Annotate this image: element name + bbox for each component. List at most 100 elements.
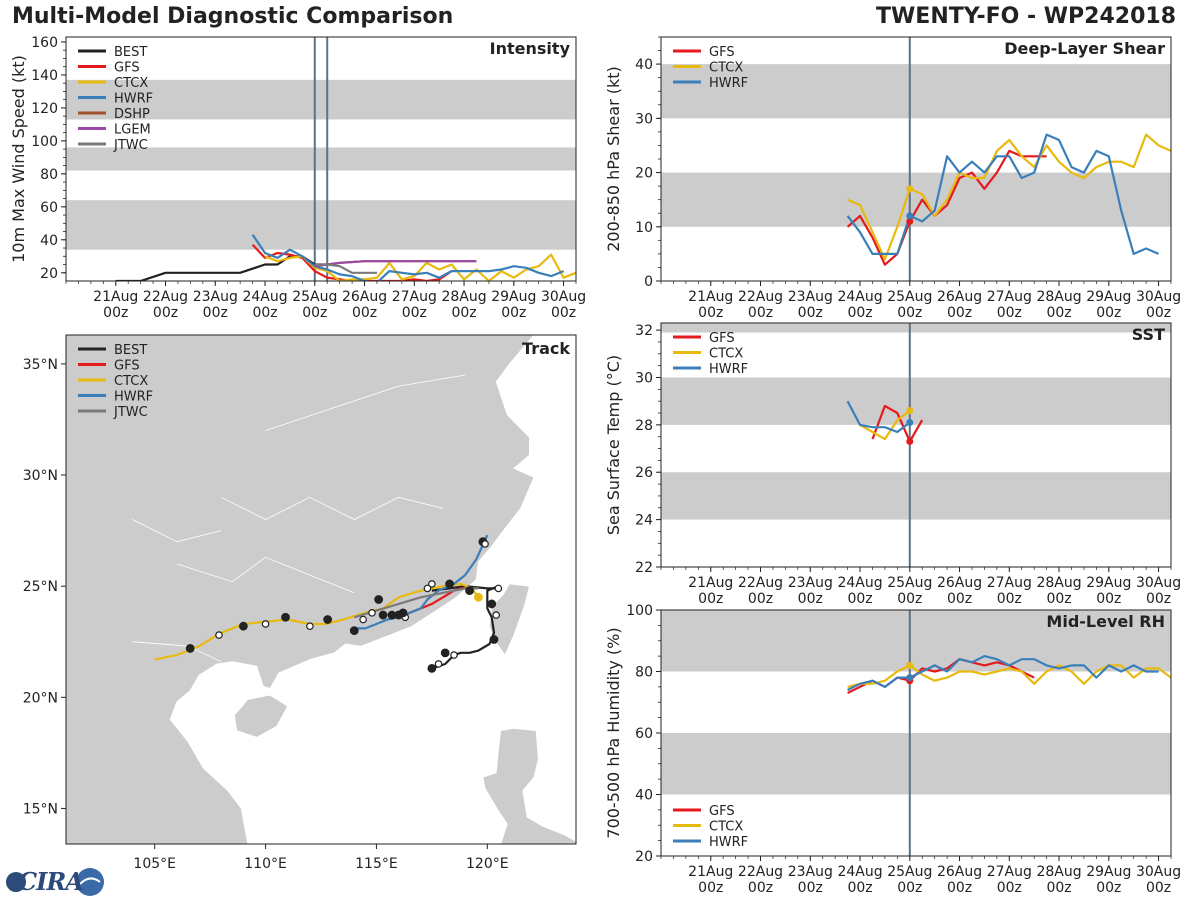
- track-position-marker: [359, 615, 367, 624]
- sst-band: [661, 377, 1171, 425]
- legend-label-ctcx: CTCX: [709, 820, 743, 835]
- figure-title: Multi-Model Diagnostic Comparison: [12, 4, 454, 29]
- x-tick-label: 25Aug: [887, 289, 932, 305]
- track-position-marker: [374, 595, 384, 604]
- y-tick-label: 100: [31, 134, 58, 150]
- island-land: [575, 842, 576, 844]
- x-tick-label: 00z: [1146, 305, 1171, 321]
- x-tick-label: 00z: [947, 591, 972, 607]
- track-position-marker: [487, 599, 497, 609]
- track-jtwc: [353, 587, 479, 619]
- track-position-marker: [450, 651, 458, 659]
- series-hwrf: [846, 400, 911, 434]
- logo-right-globe-icon: [76, 868, 104, 896]
- analysis-marker: [906, 217, 914, 225]
- y-tick-label: 30: [635, 370, 653, 386]
- x-tick-label: 00z: [897, 880, 922, 896]
- shear-band: [661, 64, 1171, 119]
- hainan-land: [234, 694, 289, 738]
- x-tick-label: 24Aug: [837, 575, 882, 591]
- intensity-title: Intensity: [490, 39, 571, 58]
- analysis-marker: [906, 185, 914, 193]
- x-tick-label: 00z: [748, 305, 773, 321]
- x-tick-label: 28Aug: [441, 289, 486, 305]
- x-tick-label: 27Aug: [987, 864, 1032, 880]
- y-tick-label: 80: [635, 665, 653, 681]
- storm-id-title: TWENTY-FO - WP242018: [876, 4, 1176, 29]
- x-tick-label: 00z: [997, 305, 1022, 321]
- rh-series: [847, 654, 1171, 694]
- shear-ylabel: 200-850 hPa Shear (kt): [604, 66, 623, 252]
- shear-panel: 01020304021Aug00z22Aug00z23Aug00z24Aug00…: [604, 36, 1181, 321]
- track-position-marker: [349, 626, 359, 636]
- sst-title: SST: [1132, 325, 1165, 344]
- track-position-marker: [474, 592, 483, 602]
- x-tick-label: 00z: [1146, 880, 1171, 896]
- x-tick-label: 21Aug: [688, 289, 733, 305]
- lat-tick-label: 20°N: [23, 690, 58, 706]
- y-tick-label: 40: [635, 788, 653, 804]
- y-tick-label: 60: [40, 200, 58, 216]
- track-position-marker: [387, 610, 397, 620]
- lat-tick-label: 35°N: [23, 357, 58, 373]
- intensity-ylabel: 10m Max Wind Speed (kt): [9, 55, 28, 263]
- series-hwrf: [847, 654, 1159, 691]
- x-tick-label: 00z: [1046, 880, 1071, 896]
- series-best: [115, 255, 328, 281]
- x-tick-label: 00z: [451, 305, 476, 321]
- x-tick-label: 00z: [997, 591, 1022, 607]
- province-border: [265, 374, 466, 431]
- series-jtwc: [314, 263, 377, 274]
- y-tick-label: 24: [635, 513, 653, 529]
- x-tick-label: 00z: [748, 880, 773, 896]
- sst-frame: [660, 322, 1172, 568]
- province-border: [221, 496, 444, 520]
- x-tick-label: 27Aug: [987, 575, 1032, 591]
- track-position-marker: [440, 648, 450, 658]
- series-hwrf: [251, 234, 565, 281]
- x-tick-label: 00z: [352, 305, 377, 321]
- y-tick-label: 120: [31, 101, 58, 117]
- x-tick-label: 30Aug: [1136, 575, 1181, 591]
- legend-label-ctcx: CTCX: [114, 76, 148, 91]
- sst-band: [661, 323, 1171, 333]
- legend-label-jtwc: JTWC: [113, 138, 148, 153]
- shear-title: Deep-Layer Shear: [1004, 39, 1165, 58]
- map-layer: [66, 335, 576, 844]
- track-position-marker: [465, 586, 474, 596]
- x-tick-label: 00z: [551, 305, 576, 321]
- x-tick-label: 29Aug: [1086, 289, 1131, 305]
- rh-ylabel: 700-500 hPa Humidity (%): [604, 627, 623, 838]
- x-tick-label: 00z: [997, 880, 1022, 896]
- x-tick-label: 00z: [947, 305, 972, 321]
- x-tick-label: 21Aug: [688, 864, 733, 880]
- y-tick-label: 20: [635, 166, 653, 182]
- track-position-marker: [368, 609, 376, 617]
- y-tick-label: 0: [644, 274, 653, 290]
- track-position-marker: [261, 620, 270, 628]
- track-position-marker: [185, 644, 195, 653]
- lon-tick-label: 110°E: [244, 856, 287, 872]
- x-tick-label: 21Aug: [93, 289, 138, 305]
- rh-frame: [660, 609, 1172, 857]
- legend-label-gfs: GFS: [709, 331, 735, 346]
- province-border: [176, 556, 355, 594]
- x-tick-label: 22Aug: [738, 864, 783, 880]
- x-tick-label: 00z: [1146, 591, 1171, 607]
- x-tick-label: 25Aug: [887, 575, 932, 591]
- legend-label-gfs: GFS: [114, 61, 140, 76]
- cira-logo: CIRA: [4, 866, 108, 898]
- x-tick-label: 00z: [897, 305, 922, 321]
- x-tick-label: 23Aug: [788, 864, 833, 880]
- shear-series: [846, 133, 1171, 266]
- x-tick-label: 21Aug: [688, 575, 733, 591]
- x-tick-label: 22Aug: [143, 289, 188, 305]
- y-tick-label: 26: [635, 465, 653, 481]
- track-title: Track: [522, 339, 570, 358]
- intensity-series: [115, 234, 576, 281]
- x-tick-label: 26Aug: [937, 289, 982, 305]
- series-ctcx: [264, 253, 576, 281]
- track-position-marker: [494, 584, 503, 593]
- mainland-land: [66, 335, 535, 844]
